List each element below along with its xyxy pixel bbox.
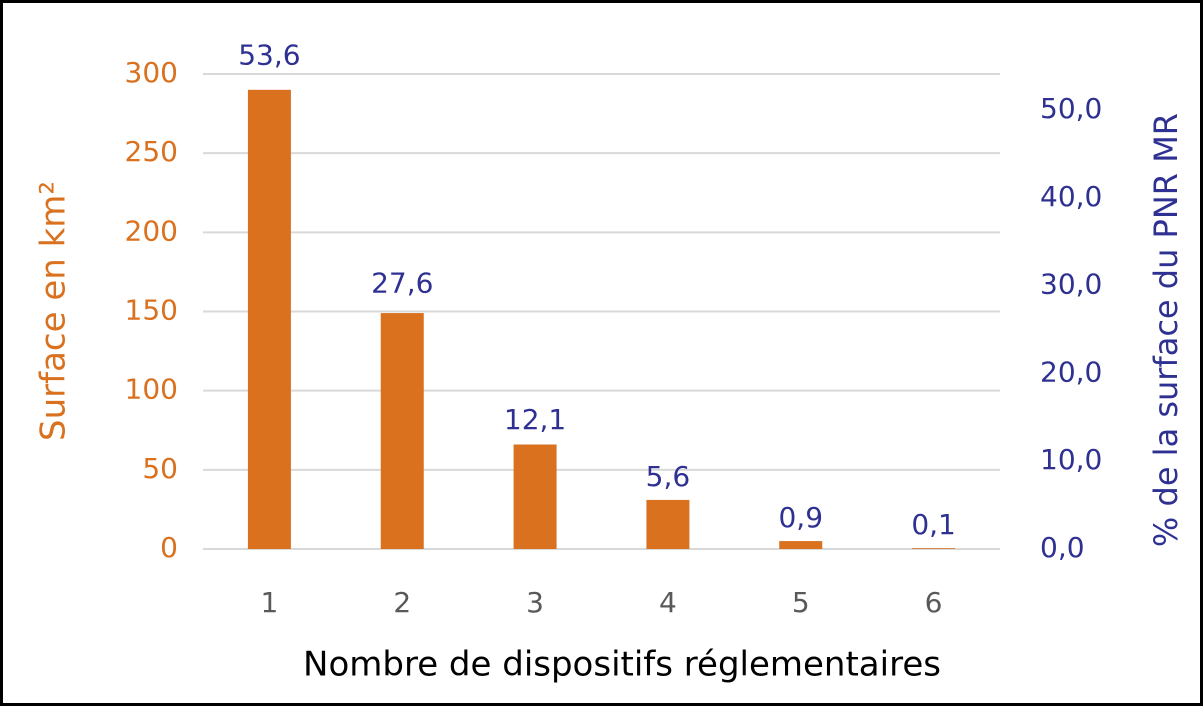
x-tick-label: 6 [925, 586, 943, 619]
data-label: 53,6 [238, 38, 300, 71]
y-tick-label: 200 [125, 214, 178, 247]
y2-axis-label: % de la surface du PNR MR [1147, 113, 1185, 547]
y-tick-label: 250 [125, 135, 178, 168]
y2-tick-label: 10,0 [1040, 443, 1102, 476]
y2-tick-label: 0,0 [1040, 531, 1085, 564]
x-tick-label: 2 [393, 586, 411, 619]
x-tick-label: 3 [526, 586, 544, 619]
data-label: 0,1 [911, 508, 956, 541]
x-tick-label: 1 [261, 586, 279, 619]
x-tick-label: 4 [659, 586, 677, 619]
x-tick-label: 5 [792, 586, 810, 619]
y2-tick-label: 40,0 [1040, 180, 1102, 213]
y-tick-label: 300 [125, 56, 178, 89]
y-tick-label: 150 [125, 294, 178, 327]
data-label: 5,6 [646, 460, 691, 493]
x-axis-label: Nombre de dispositifs réglementaires [303, 645, 941, 685]
bar [513, 444, 557, 549]
y-tick-label: 100 [125, 373, 178, 406]
bar [247, 89, 291, 549]
y2-tick-label: 50,0 [1040, 92, 1102, 125]
data-label: 27,6 [371, 267, 433, 300]
bar [912, 548, 956, 549]
bar [779, 541, 823, 549]
bar [646, 499, 690, 549]
y-axis-label: Surface en km² [34, 181, 74, 441]
bar [380, 313, 424, 549]
y2-tick-label: 30,0 [1040, 268, 1102, 301]
y2-tick-label: 20,0 [1040, 355, 1102, 388]
data-label: 12,1 [504, 403, 566, 436]
data-label: 0,9 [778, 501, 823, 534]
y-tick-label: 0 [160, 531, 178, 564]
y-tick-label: 50 [142, 452, 178, 485]
